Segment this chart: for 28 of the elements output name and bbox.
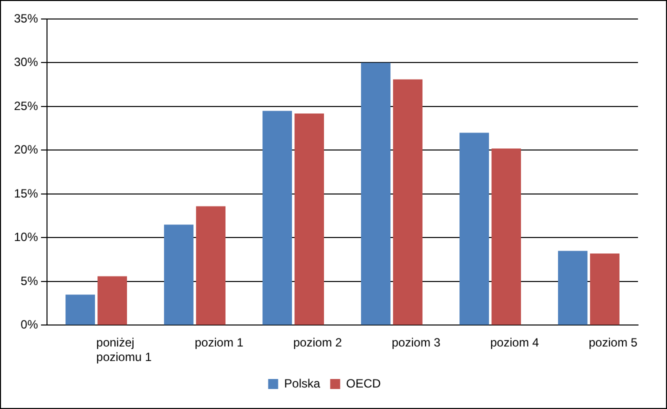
x-tick-label: poziom 2 [293, 336, 342, 350]
y-tick-label: 10% [14, 230, 38, 244]
y-tick-label: 20% [14, 142, 38, 157]
x-tick-label: poziom 5 [588, 336, 638, 350]
y-tick-label: 15% [14, 186, 38, 200]
bar [66, 294, 95, 325]
y-tick-label: 25% [14, 98, 38, 113]
legend-label: OECD [346, 376, 382, 390]
bar [492, 148, 521, 325]
bar [164, 224, 194, 325]
bar [558, 250, 588, 325]
bar [294, 113, 324, 325]
legend-label: Polska [284, 376, 320, 390]
bar [196, 206, 226, 325]
y-tick-label: 30% [14, 55, 38, 70]
x-tick-label: poniżej poziomu 1 [96, 336, 152, 364]
y-tick-label: 0% [20, 318, 38, 332]
bar [361, 62, 390, 325]
bar [393, 79, 422, 325]
x-tick-label: poziom 1 [194, 336, 244, 350]
bar [460, 132, 489, 325]
bar [98, 276, 127, 325]
x-tick-label: poziom 4 [490, 336, 540, 350]
x-tick-label: poziom 3 [392, 336, 441, 350]
bar [262, 110, 292, 325]
bar [590, 253, 620, 325]
y-tick-label: 35% [14, 11, 38, 26]
y-tick-label: 5% [20, 274, 38, 288]
